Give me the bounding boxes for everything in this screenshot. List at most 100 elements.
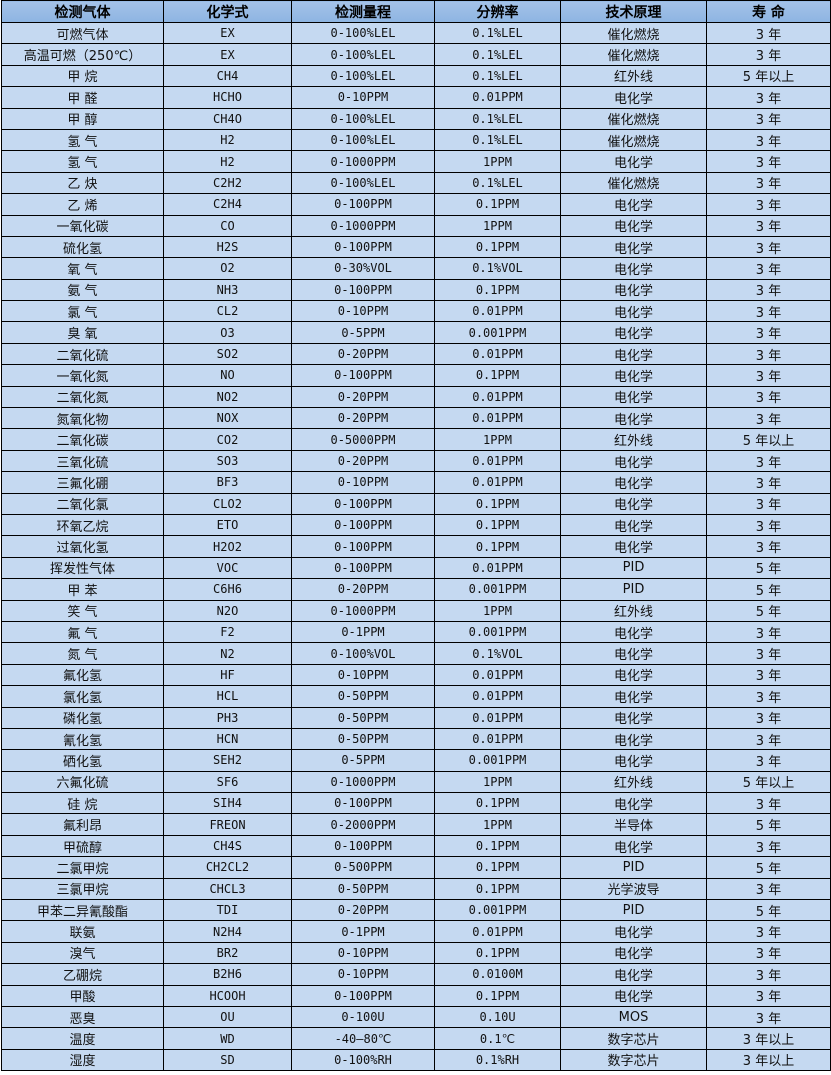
resolution-cell: 0.1PPM bbox=[434, 834, 561, 858]
resolution-cell: 1PPM bbox=[434, 770, 561, 794]
table-row: 湿度 SD 0-100%RH 0.1%RH 数字芯片 3 年以上 bbox=[1, 1048, 831, 1072]
principle-cell: 电化学 bbox=[560, 792, 707, 815]
gas-name-cell: 环氧乙烷 bbox=[1, 513, 164, 537]
resolution-cell: 1PPM bbox=[434, 428, 561, 451]
range-cell: 0-1000PPM bbox=[291, 770, 435, 794]
range-cell: 0-1000PPM bbox=[291, 150, 435, 173]
resolution-cell: 0.1PPM bbox=[434, 877, 561, 901]
gas-name-cell: 甲苯二异氰酸酯 bbox=[1, 899, 164, 922]
lifespan-cell: 3 年 bbox=[706, 86, 831, 109]
formula-cell: ETO bbox=[163, 513, 292, 537]
gas-name-cell: 可燃气体 bbox=[1, 21, 164, 45]
formula-cell: CO bbox=[163, 214, 292, 237]
gas-name-cell: 笑 气 bbox=[1, 599, 164, 622]
range-cell: 0-1PPM bbox=[291, 620, 435, 644]
principle-cell: PID bbox=[560, 578, 707, 601]
gas-name-cell: 二氧化碳 bbox=[1, 428, 164, 451]
resolution-cell: 0.1%VOL bbox=[434, 257, 561, 280]
resolution-cell: 0.01PPM bbox=[434, 920, 561, 943]
resolution-cell: 0.01PPM bbox=[434, 706, 561, 729]
lifespan-cell: 3 年 bbox=[706, 257, 831, 280]
resolution-cell: 0.01PPM bbox=[434, 471, 561, 494]
range-cell: 0-10PPM bbox=[291, 471, 435, 494]
header-lifespan: 寿 命 bbox=[706, 0, 831, 23]
table-row: 氢 气 H2 0-100%LEL 0.1%LEL 催化燃烧 3 年 bbox=[1, 128, 831, 152]
principle-cell: 电化学 bbox=[560, 193, 707, 216]
table-row: 硒化氢 SEH2 0-5PPM 0.001PPM 电化学 3 年 bbox=[1, 749, 831, 772]
resolution-cell: 0.1PPM bbox=[434, 193, 561, 216]
range-cell: 0-50PPM bbox=[291, 685, 435, 708]
gas-name-cell: 乙 烯 bbox=[1, 193, 164, 216]
formula-cell: CH4S bbox=[163, 834, 292, 858]
table-row: 三氟化硼 BF3 0-10PPM 0.01PPM 电化学 3 年 bbox=[1, 471, 831, 494]
gas-name-cell: 氯化氢 bbox=[1, 685, 164, 708]
gas-name-cell: 二氧化硫 bbox=[1, 342, 164, 366]
range-cell: 0-100PPM bbox=[291, 535, 435, 558]
principle-cell: 电化学 bbox=[560, 941, 707, 965]
table-row: 甲硫醇 CH4S 0-100PPM 0.1PPM 电化学 3 年 bbox=[1, 834, 831, 858]
resolution-cell: 0.01PPM bbox=[434, 449, 561, 473]
lifespan-cell: 3 年以上 bbox=[706, 1048, 831, 1072]
range-cell: 0-100PPM bbox=[291, 364, 435, 387]
table-row: 联氨 N2H4 0-1PPM 0.01PPM 电化学 3 年 bbox=[1, 920, 831, 943]
resolution-cell: 0.1%LEL bbox=[434, 43, 561, 66]
resolution-cell: 0.1%LEL bbox=[434, 21, 561, 45]
gas-name-cell: 磷化氢 bbox=[1, 706, 164, 729]
gas-name-cell: 联氨 bbox=[1, 920, 164, 943]
principle-cell: 催化燃烧 bbox=[560, 128, 707, 152]
formula-cell: NH3 bbox=[163, 278, 292, 302]
resolution-cell: 0.1PPM bbox=[434, 278, 561, 302]
table-row: 环氧乙烷 ETO 0-100PPM 0.1PPM 电化学 3 年 bbox=[1, 513, 831, 537]
principle-cell: 催化燃烧 bbox=[560, 107, 707, 130]
formula-cell: H2O2 bbox=[163, 535, 292, 558]
resolution-cell: 0.01PPM bbox=[434, 86, 561, 109]
formula-cell: NOX bbox=[163, 407, 292, 430]
principle-cell: 电化学 bbox=[560, 834, 707, 858]
principle-cell: 电化学 bbox=[560, 86, 707, 109]
formula-cell: SO3 bbox=[163, 449, 292, 473]
resolution-cell: 0.1PPM bbox=[434, 856, 561, 879]
formula-cell: CL2 bbox=[163, 300, 292, 323]
formula-cell: C2H2 bbox=[163, 171, 292, 195]
gas-name-cell: 氨 气 bbox=[1, 278, 164, 302]
range-cell: 0-100PPM bbox=[291, 492, 435, 515]
formula-cell: N2 bbox=[163, 642, 292, 665]
principle-cell: 催化燃烧 bbox=[560, 43, 707, 66]
table-row: 硫化氢 H2S 0-100PPM 0.1PPM 电化学 3 年 bbox=[1, 235, 831, 259]
table-row: 过氧化氢 H2O2 0-100PPM 0.1PPM 电化学 3 年 bbox=[1, 535, 831, 558]
table-row: 乙 炔 C2H2 0-100%LEL 0.1%LEL 催化燃烧 3 年 bbox=[1, 171, 831, 195]
range-cell: 0-50PPM bbox=[291, 877, 435, 901]
table-row: 笑 气 N2O 0-1000PPM 1PPM 红外线 5 年 bbox=[1, 599, 831, 622]
header-formula: 化学式 bbox=[163, 0, 292, 23]
principle-cell: 电化学 bbox=[560, 300, 707, 323]
table-row: 一氧化碳 CO 0-1000PPM 1PPM 电化学 3 年 bbox=[1, 214, 831, 237]
table-row: 可燃气体 EX 0-100%LEL 0.1%LEL 催化燃烧 3 年 bbox=[1, 21, 831, 45]
gas-name-cell: 高温可燃（250℃） bbox=[1, 43, 164, 66]
resolution-cell: 1PPM bbox=[434, 813, 561, 836]
gas-name-cell: 三氯甲烷 bbox=[1, 877, 164, 901]
resolution-cell: 0.1%VOL bbox=[434, 642, 561, 665]
formula-cell: CH4O bbox=[163, 107, 292, 130]
table-row: 氮氧化物 NOX 0-20PPM 0.01PPM 电化学 3 年 bbox=[1, 407, 831, 430]
gas-name-cell: 氮氧化物 bbox=[1, 407, 164, 430]
range-cell: 0-100U bbox=[291, 1005, 435, 1029]
table-row: 氟化氢 HF 0-10PPM 0.01PPM 电化学 3 年 bbox=[1, 663, 831, 687]
resolution-cell: 0.001PPM bbox=[434, 578, 561, 601]
resolution-cell: 0.001PPM bbox=[434, 620, 561, 644]
formula-cell: OU bbox=[163, 1005, 292, 1029]
lifespan-cell: 3 年以上 bbox=[706, 1027, 831, 1050]
table-row: 二氧化氯 CLO2 0-100PPM 0.1PPM 电化学 3 年 bbox=[1, 492, 831, 515]
gas-name-cell: 甲 醇 bbox=[1, 107, 164, 130]
lifespan-cell: 3 年 bbox=[706, 193, 831, 216]
principle-cell: MOS bbox=[560, 1005, 707, 1029]
range-cell: 0-1PPM bbox=[291, 920, 435, 943]
range-cell: 0-50PPM bbox=[291, 706, 435, 729]
principle-cell: 电化学 bbox=[560, 364, 707, 387]
lifespan-cell: 3 年 bbox=[706, 1005, 831, 1029]
principle-cell: 电化学 bbox=[560, 535, 707, 558]
table-row: 六氟化硫 SF6 0-1000PPM 1PPM 红外线 5 年以上 bbox=[1, 770, 831, 794]
range-cell: 0-20PPM bbox=[291, 385, 435, 409]
principle-cell: 电化学 bbox=[560, 449, 707, 473]
formula-cell: WD bbox=[163, 1027, 292, 1050]
